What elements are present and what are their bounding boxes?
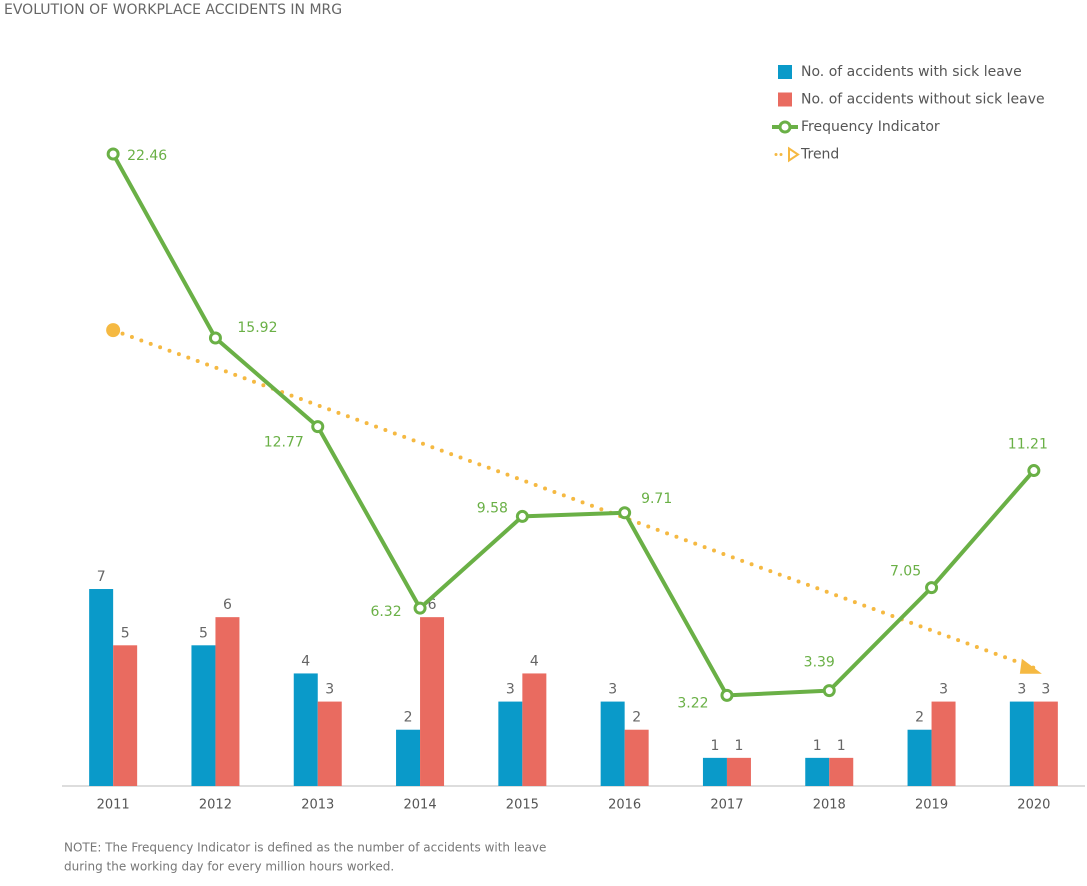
line-value-label: 3.22	[677, 695, 708, 711]
line-point	[311, 420, 325, 434]
bar	[1009, 701, 1034, 786]
bar-value-label: 3	[325, 682, 334, 698]
legend-label: No. of accidents without sick leave	[801, 92, 1045, 108]
bar	[89, 589, 114, 786]
line-point	[106, 147, 120, 161]
bar	[317, 701, 342, 786]
line-value-label: 9.71	[641, 491, 672, 507]
line	[111, 153, 1036, 698]
bar-value-label: 6	[223, 597, 232, 613]
bar-value-label: 5	[199, 625, 208, 641]
legend-swatch	[778, 92, 792, 107]
line-point	[925, 581, 939, 595]
line-point	[618, 506, 632, 520]
bar	[907, 729, 932, 786]
line-value-label: 22.46	[127, 148, 167, 164]
bar	[522, 673, 547, 786]
bar	[624, 729, 649, 786]
x-tick-label: 2017	[710, 798, 743, 813]
bar-value-label: 3	[939, 682, 948, 698]
bar-value-label: 5	[121, 625, 130, 641]
trend-start	[106, 323, 121, 338]
bar	[829, 757, 854, 786]
bar-value-label: 2	[915, 710, 924, 726]
note: NOTE: The Frequency Indicator is defined…	[64, 841, 546, 855]
bar	[1033, 701, 1058, 786]
bar	[702, 757, 727, 786]
x-tick-label: 2018	[813, 798, 846, 813]
bar-value-label: 4	[530, 653, 539, 669]
bar-value-label: 3	[1041, 682, 1050, 698]
x-tick-label: 2020	[1017, 798, 1050, 813]
bar	[113, 645, 138, 786]
bar	[215, 617, 240, 786]
bar	[600, 701, 625, 786]
line-point	[413, 601, 427, 615]
line-value-label: 11.21	[1008, 437, 1048, 453]
line-value-label: 7.05	[890, 564, 921, 580]
x-tick-label: 2013	[301, 798, 334, 813]
bar	[420, 617, 445, 786]
line-value-label: 6.32	[370, 604, 401, 620]
x-tick-label: 2015	[506, 798, 539, 813]
x-tick-label: 2016	[608, 798, 641, 813]
bar-value-label: 1	[813, 738, 822, 754]
line-value-label: 9.58	[477, 500, 508, 516]
line-value-label: 15.92	[237, 320, 277, 336]
line-value-label: 3.39	[804, 655, 835, 671]
bar	[191, 645, 216, 786]
bar	[805, 757, 830, 786]
legend-label: No. of accidents with sick leave	[801, 64, 1022, 80]
x-tick-label: 2011	[97, 798, 130, 813]
bar-value-label: 2	[632, 710, 641, 726]
line-point	[1027, 464, 1041, 478]
legend-swatch	[778, 65, 792, 79]
bar-value-label: 4	[301, 653, 310, 669]
legend-label: Trend	[800, 147, 839, 163]
legend-swatch	[778, 120, 792, 134]
x-tick-label: 2019	[915, 798, 948, 813]
chart-title: EVOLUTION OF WORKPLACE ACCIDENTS IN MRG	[4, 2, 342, 18]
bar	[726, 757, 751, 786]
trend-end	[1019, 658, 1042, 674]
line-point	[515, 509, 529, 523]
bar-value-label: 6	[428, 597, 437, 613]
line-value-label: 12.77	[264, 435, 304, 451]
note: during the working day for every million…	[64, 860, 394, 874]
bar	[498, 701, 523, 786]
bar	[293, 673, 318, 786]
bar	[396, 729, 421, 786]
legend-swatch	[788, 146, 800, 163]
bar-value-label: 1	[837, 738, 846, 754]
bar-value-label: 1	[710, 738, 719, 754]
bar-value-label: 3	[1017, 682, 1026, 698]
x-tick-label: 2012	[199, 798, 232, 813]
legend-label: Frequency Indicator	[801, 119, 940, 135]
bar-value-label: 2	[404, 710, 413, 726]
trend-line	[111, 328, 1036, 670]
line-point	[208, 331, 222, 345]
x-tick-label: 2014	[404, 798, 437, 813]
bar-value-label: 1	[734, 738, 743, 754]
bar-value-label: 3	[608, 682, 617, 698]
line-point	[720, 688, 734, 702]
bar-value-label: 7	[97, 569, 106, 585]
bar-value-label: 3	[506, 682, 515, 698]
bar	[931, 701, 956, 786]
line-point	[822, 684, 836, 698]
